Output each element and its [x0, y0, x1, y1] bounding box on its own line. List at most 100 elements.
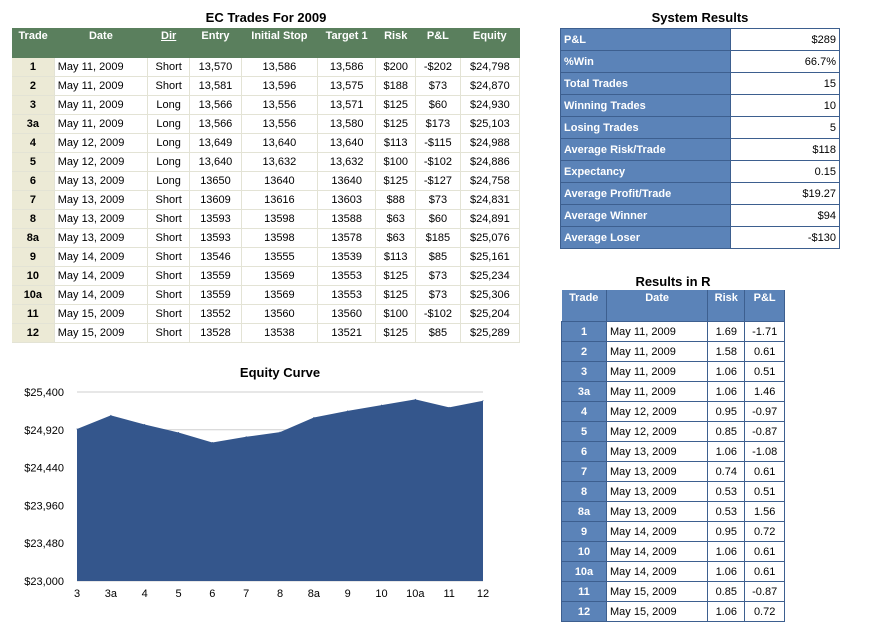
trade-number: 11: [12, 304, 55, 324]
trade-cell: $25,289: [460, 323, 521, 343]
table-row: 8a May 13, 2009 Short 13593 13598 13578 $63 $18…: [12, 228, 521, 248]
r-cell: 0.61: [744, 541, 785, 562]
trades-header-cell: Initial Stop: [241, 28, 318, 58]
trade-cell: $24,831: [460, 190, 521, 210]
trade-number: 6: [561, 441, 607, 462]
trade-cell: 13593: [189, 228, 242, 248]
x-tick-label: 8a: [308, 588, 321, 600]
table-row: Total Trades 15: [560, 72, 840, 95]
trade-cell: 13,632: [317, 152, 377, 172]
trade-cell: Short: [147, 209, 191, 229]
r-cell: May 14, 2009: [605, 541, 709, 562]
r-cell: 0.85: [707, 581, 746, 602]
r-cell: May 13, 2009: [605, 441, 709, 462]
trade-cell: $25,204: [460, 304, 521, 324]
table-row: 5 May 12, 2009 0.85 -0.87: [561, 421, 785, 442]
trade-cell: $85: [415, 247, 461, 267]
r-cell: May 11, 2009: [605, 361, 709, 382]
trade-cell: 13,632: [241, 152, 319, 172]
trade-cell: 13,571: [317, 95, 377, 115]
metric-label: Average Loser: [560, 226, 731, 249]
trade-cell: 13593: [189, 209, 242, 229]
trade-number: 5: [12, 152, 55, 172]
trade-cell: May 13, 2009: [54, 171, 149, 191]
trade-number: 7: [561, 461, 607, 482]
trade-cell: May 13, 2009: [54, 190, 149, 210]
table-row: 3 May 11, 2009 1.06 0.51: [561, 361, 785, 382]
x-tick-label: 9: [345, 588, 351, 600]
trade-cell: 13559: [189, 285, 242, 305]
trade-cell: $63: [375, 209, 417, 229]
trade-cell: -$127: [415, 171, 461, 191]
table-row: 11 May 15, 2009 0.85 -0.87: [561, 581, 785, 602]
metric-value: 10: [730, 94, 840, 117]
trades-header-cell: Equity: [460, 28, 520, 58]
data-point: [482, 400, 484, 402]
trade-cell: $125: [375, 114, 417, 134]
table-row: 11 May 15, 2009 Short 13552 13560 13560 $100 -$…: [12, 304, 521, 324]
x-tick-label: 4: [142, 588, 148, 600]
r-cell: 0.61: [744, 561, 785, 582]
trades-header-cell: Dir: [147, 28, 190, 58]
trade-cell: $100: [375, 304, 417, 324]
trade-cell: May 11, 2009: [54, 58, 149, 77]
y-tick-label: $23,480: [24, 538, 64, 550]
trade-cell: $73: [415, 190, 461, 210]
trade-number: 4: [561, 401, 607, 422]
trade-number: 6: [12, 171, 55, 191]
table-row: Losing Trades 5: [560, 116, 840, 139]
table-row: 3a May 11, 2009 Long 13,566 13,556 13,580 $125…: [12, 114, 521, 134]
metric-value: 66.7%: [730, 50, 840, 73]
table-row: Average Risk/Trade $118: [560, 138, 840, 161]
trade-cell: 13553: [317, 285, 377, 305]
table-row: 4 May 12, 2009 Long 13,649 13,640 13,640 $113-…: [12, 133, 521, 153]
metric-value: $94: [730, 204, 840, 227]
trade-cell: 13640: [317, 171, 377, 191]
table-row: 8 May 13, 2009 Short 13593 13598 13588 $63 $60 $…: [12, 209, 521, 229]
trade-cell: 13,581: [189, 76, 242, 96]
table-row: 3a May 11, 2009 1.06 1.46: [561, 381, 785, 402]
trade-cell: $25,306: [460, 285, 521, 305]
metric-value: -$130: [730, 226, 840, 249]
r-cell: -0.97: [744, 401, 785, 422]
metric-label: Average Profit/Trade: [560, 182, 731, 205]
trade-cell: 13,586: [317, 58, 377, 77]
trade-cell: 13,640: [317, 133, 377, 153]
r-header-cell: P&L: [744, 290, 785, 322]
trade-number: 9: [561, 521, 607, 542]
trade-cell: 13588: [317, 209, 377, 229]
trade-number: 10: [561, 541, 607, 562]
r-cell: 0.53: [707, 481, 746, 502]
data-point: [76, 428, 78, 430]
trades-header-cell: Entry: [189, 28, 242, 58]
data-point: [279, 431, 281, 433]
trade-number: 3a: [561, 381, 607, 402]
data-point: [144, 423, 146, 425]
trade-cell: $60: [415, 209, 461, 229]
results-in-r-title: Results in R: [635, 274, 711, 289]
trade-number: 10: [12, 266, 55, 286]
trade-cell: 13578: [317, 228, 377, 248]
trade-number: 10a: [561, 561, 607, 582]
trade-cell: May 15, 2009: [54, 323, 149, 343]
trade-cell: Short: [147, 247, 191, 267]
trade-cell: May 11, 2009: [54, 76, 149, 96]
trade-cell: Short: [147, 58, 191, 77]
table-row: 1 May 11, 2009 1.69 -1.71: [561, 321, 785, 342]
trade-cell: $125: [375, 266, 417, 286]
data-point: [178, 431, 179, 433]
table-row: 2 May 11, 2009 Short 13,581 13,596 13,575 $188…: [12, 76, 521, 96]
trade-cell: $73: [415, 76, 461, 96]
trade-cell: May 12, 2009: [54, 133, 149, 153]
r-cell: May 13, 2009: [605, 481, 709, 502]
trade-cell: 13546: [189, 247, 242, 267]
trade-number: 3: [561, 361, 607, 382]
table-row: P&L $289: [560, 28, 840, 51]
metric-label: Expectancy: [560, 160, 731, 183]
trade-cell: 13616: [241, 190, 319, 210]
r-cell: 0.95: [707, 401, 746, 422]
r-cell: 1.06: [707, 361, 746, 382]
trade-number: 8: [561, 481, 607, 502]
trades-table: Trade Date Dir Entry Initial Stop Target 1 Ris…: [12, 28, 521, 343]
r-cell: 0.53: [707, 501, 746, 522]
